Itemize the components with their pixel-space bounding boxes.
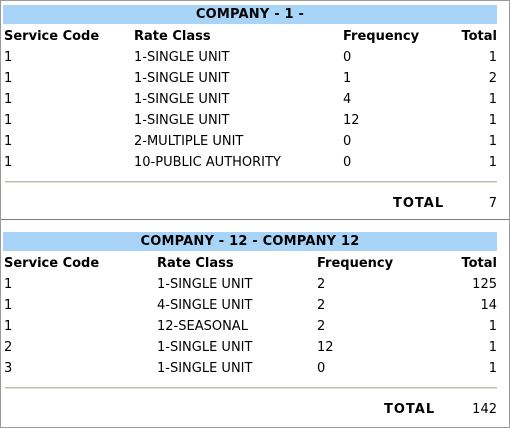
service-code: 3 bbox=[4, 361, 13, 376]
frequency: 12 bbox=[343, 113, 360, 128]
service-code: 1 bbox=[4, 155, 13, 170]
table-row: 1 1-SINGLE UNIT 2 125 bbox=[1, 274, 509, 295]
rate-class: 1-SINGLE UNIT bbox=[134, 71, 230, 86]
frequency: 1 bbox=[343, 71, 352, 86]
rate-class: 1-SINGLE UNIT bbox=[157, 340, 253, 355]
table-row: 1 1-SINGLE UNIT 4 1 bbox=[1, 89, 509, 110]
section-title: COMPANY - 1 - bbox=[3, 5, 497, 24]
row-total: 1 bbox=[488, 134, 497, 149]
service-code: 1 bbox=[4, 92, 13, 107]
frequency: 0 bbox=[343, 50, 352, 65]
row-total: 2 bbox=[488, 71, 497, 86]
row-total: 1 bbox=[488, 92, 497, 107]
total-value: 7 bbox=[488, 196, 497, 211]
total-label: TOTAL bbox=[384, 402, 436, 417]
rate-class: 1-SINGLE UNIT bbox=[157, 361, 253, 376]
rate-class: 1-SINGLE UNIT bbox=[134, 50, 230, 65]
col-rate-class: Rate Class bbox=[157, 256, 234, 271]
col-rate-class: Rate Class bbox=[134, 29, 211, 44]
col-total: Total bbox=[461, 256, 497, 271]
frequency: 0 bbox=[317, 361, 326, 376]
frequency: 2 bbox=[317, 277, 326, 292]
rate-class: 10-PUBLIC AUTHORITY bbox=[134, 155, 281, 170]
row-total: 1 bbox=[488, 340, 497, 355]
row-total: 1 bbox=[488, 361, 497, 376]
frequency: 2 bbox=[317, 298, 326, 313]
frequency: 4 bbox=[343, 92, 352, 107]
rate-class: 1-SINGLE UNIT bbox=[157, 277, 253, 292]
total-row: TOTAL 142 bbox=[1, 399, 509, 420]
service-code: 2 bbox=[4, 340, 13, 355]
table-row: 1 1-SINGLE UNIT 12 1 bbox=[1, 110, 509, 131]
company-1-section: COMPANY - 1 - Service Code Rate Class Fr… bbox=[1, 1, 509, 219]
row-total: 1 bbox=[488, 50, 497, 65]
service-code: 1 bbox=[4, 134, 13, 149]
row-total: 1 bbox=[488, 319, 497, 334]
table-row: 1 1-SINGLE UNIT 0 1 bbox=[1, 47, 509, 68]
section-divider bbox=[1, 219, 509, 220]
col-frequency: Frequency bbox=[317, 256, 394, 271]
total-row: TOTAL 7 bbox=[1, 193, 509, 214]
col-frequency: Frequency bbox=[343, 29, 420, 44]
table-row: 1 1-SINGLE UNIT 1 2 bbox=[1, 68, 509, 89]
frequency: 0 bbox=[343, 155, 352, 170]
table-row: 3 1-SINGLE UNIT 0 1 bbox=[1, 358, 509, 379]
row-total: 14 bbox=[480, 298, 497, 313]
rate-class: 1-SINGLE UNIT bbox=[134, 92, 230, 107]
rate-class: 2-MULTIPLE UNIT bbox=[134, 134, 244, 149]
company-12-section: COMPANY - 12 - COMPANY 12 Service Code R… bbox=[1, 227, 509, 427]
table-row: 2 1-SINGLE UNIT 12 1 bbox=[1, 337, 509, 358]
table-row: 1 12-SEASONAL 2 1 bbox=[1, 316, 509, 337]
service-code: 1 bbox=[4, 50, 13, 65]
row-total: 1 bbox=[488, 113, 497, 128]
service-code: 1 bbox=[4, 71, 13, 86]
frequency: 2 bbox=[317, 319, 326, 334]
total-label: TOTAL bbox=[393, 196, 445, 211]
table-separator bbox=[5, 387, 497, 389]
frequency: 12 bbox=[317, 340, 334, 355]
table-row: 1 10-PUBLIC AUTHORITY 0 1 bbox=[1, 152, 509, 173]
rate-class: 12-SEASONAL bbox=[157, 319, 248, 334]
table-separator bbox=[5, 181, 497, 183]
service-code: 1 bbox=[4, 277, 13, 292]
column-header-row: Service Code Rate Class Frequency Total bbox=[1, 253, 509, 274]
total-value: 142 bbox=[472, 402, 497, 417]
row-total: 1 bbox=[488, 155, 497, 170]
col-total: Total bbox=[461, 29, 497, 44]
column-header-row: Service Code Rate Class Frequency Total bbox=[1, 26, 509, 47]
col-service-code: Service Code bbox=[4, 256, 100, 271]
section-title: COMPANY - 12 - COMPANY 12 bbox=[3, 232, 497, 251]
service-code: 1 bbox=[4, 298, 13, 313]
col-service-code: Service Code bbox=[4, 29, 100, 44]
table-row: 1 2-MULTIPLE UNIT 0 1 bbox=[1, 131, 509, 152]
rate-class: 1-SINGLE UNIT bbox=[134, 113, 230, 128]
frequency: 0 bbox=[343, 134, 352, 149]
service-code: 1 bbox=[4, 113, 13, 128]
row-total: 125 bbox=[472, 277, 497, 292]
rate-class: 4-SINGLE UNIT bbox=[157, 298, 253, 313]
table-row: 1 4-SINGLE UNIT 2 14 bbox=[1, 295, 509, 316]
service-code: 1 bbox=[4, 319, 13, 334]
